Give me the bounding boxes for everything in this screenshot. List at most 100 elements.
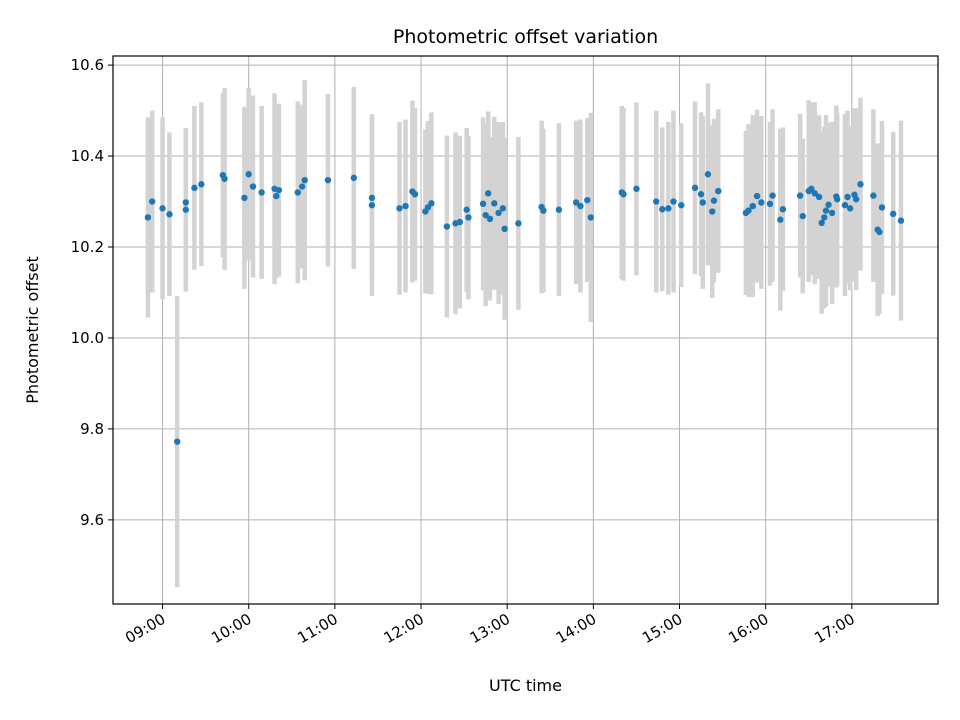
- data-point: [844, 193, 851, 201]
- data-point: [485, 190, 492, 197]
- data-point: [402, 202, 409, 210]
- plot-frame: [112, 55, 939, 605]
- y-tick-label: 10.6: [71, 56, 104, 74]
- x-tick-label: 13:00: [467, 610, 513, 647]
- data-point: [833, 196, 841, 203]
- x-tick-label: 16:00: [725, 610, 771, 647]
- x-tick-label: 11:00: [294, 610, 340, 647]
- data-point: [396, 205, 403, 212]
- data-point: [258, 189, 265, 196]
- data-point: [821, 214, 828, 221]
- x-tick-label: 17:00: [811, 610, 857, 647]
- data-point: [298, 183, 306, 190]
- data-point: [715, 187, 722, 195]
- data-point: [294, 189, 302, 196]
- data-point: [897, 217, 905, 224]
- data-point: [166, 211, 173, 218]
- y-tick-label: 10.0: [71, 329, 104, 347]
- data-point: [584, 196, 591, 204]
- data-point: [846, 205, 854, 212]
- data-point: [691, 184, 699, 192]
- data-point: [870, 192, 877, 199]
- data-point: [482, 211, 489, 219]
- data-point: [411, 191, 419, 198]
- data-point: [182, 199, 190, 206]
- data-point: [745, 207, 752, 214]
- data-point: [815, 193, 823, 201]
- data-point: [428, 200, 435, 207]
- y-tick-label: 9.6: [80, 511, 104, 529]
- data-point: [620, 191, 627, 198]
- data-point: [191, 184, 198, 192]
- data-point: [758, 199, 765, 206]
- data-point: [572, 199, 580, 206]
- data-point: [301, 176, 308, 184]
- data-point: [465, 214, 472, 221]
- data-point: [221, 175, 228, 182]
- data-point: [456, 218, 464, 226]
- data-point: [841, 201, 849, 209]
- data-point: [699, 199, 706, 206]
- data-point: [443, 223, 451, 230]
- data-point: [828, 209, 836, 217]
- data-point: [144, 214, 152, 221]
- data-point: [273, 192, 280, 200]
- data-point: [808, 185, 815, 192]
- data-point: [665, 205, 672, 212]
- data-point: [779, 206, 787, 213]
- data-point: [697, 191, 705, 198]
- x-tick-label: 09:00: [122, 610, 168, 647]
- data-point: [501, 225, 508, 233]
- x-tick-label: 12:00: [381, 610, 427, 647]
- data-point: [659, 206, 666, 213]
- data-point: [704, 171, 712, 178]
- data-point: [709, 208, 716, 215]
- data-point: [275, 186, 283, 194]
- data-point: [249, 183, 257, 190]
- data-point: [159, 205, 166, 212]
- data-point: [670, 198, 677, 205]
- data-point: [182, 206, 190, 213]
- x-tick-label: 15:00: [639, 610, 685, 647]
- data-point: [515, 220, 522, 227]
- x-axis-label: UTC time: [489, 676, 562, 695]
- data-point: [818, 219, 825, 227]
- data-point: [811, 190, 818, 197]
- data-point: [769, 192, 776, 199]
- chart-title: Photometric offset variation: [393, 26, 658, 48]
- y-axis-label: Photometric offset: [23, 256, 42, 404]
- data-point: [324, 176, 332, 184]
- x-tick-label: 10:00: [208, 610, 254, 647]
- data-point: [499, 205, 507, 212]
- data-point: [678, 201, 685, 209]
- data-point: [796, 192, 804, 199]
- data-point: [633, 185, 640, 192]
- data-point: [653, 198, 660, 205]
- data-point: [245, 171, 252, 178]
- data-point: [577, 202, 584, 210]
- data-point: [486, 215, 494, 223]
- data-point: [149, 198, 156, 205]
- data-point: [876, 228, 883, 236]
- y-tick-label: 9.8: [80, 420, 104, 438]
- data-point: [825, 201, 832, 208]
- data-point: [799, 212, 806, 220]
- data-point: [587, 214, 594, 221]
- data-points: [144, 171, 905, 445]
- data-point: [173, 438, 181, 445]
- data-point: [710, 197, 718, 204]
- data-point: [479, 200, 487, 208]
- data-point: [889, 210, 897, 218]
- data-point: [540, 207, 547, 214]
- data-point: [463, 206, 470, 213]
- data-point: [368, 194, 376, 202]
- x-axis-ticks: 09:00 10:00 11:00 12:00 13:00 14:00 15:00 16:00…: [122, 604, 858, 647]
- data-point: [749, 202, 756, 210]
- data-point: [753, 192, 761, 200]
- data-point: [857, 181, 864, 188]
- data-point: [766, 200, 774, 208]
- data-point: [555, 206, 563, 213]
- data-point: [241, 194, 248, 202]
- x-tick-label: 14:00: [553, 610, 599, 647]
- y-axis-ticks: 9.6 9.8 10.0 10.2 10.4 10.6: [71, 56, 113, 529]
